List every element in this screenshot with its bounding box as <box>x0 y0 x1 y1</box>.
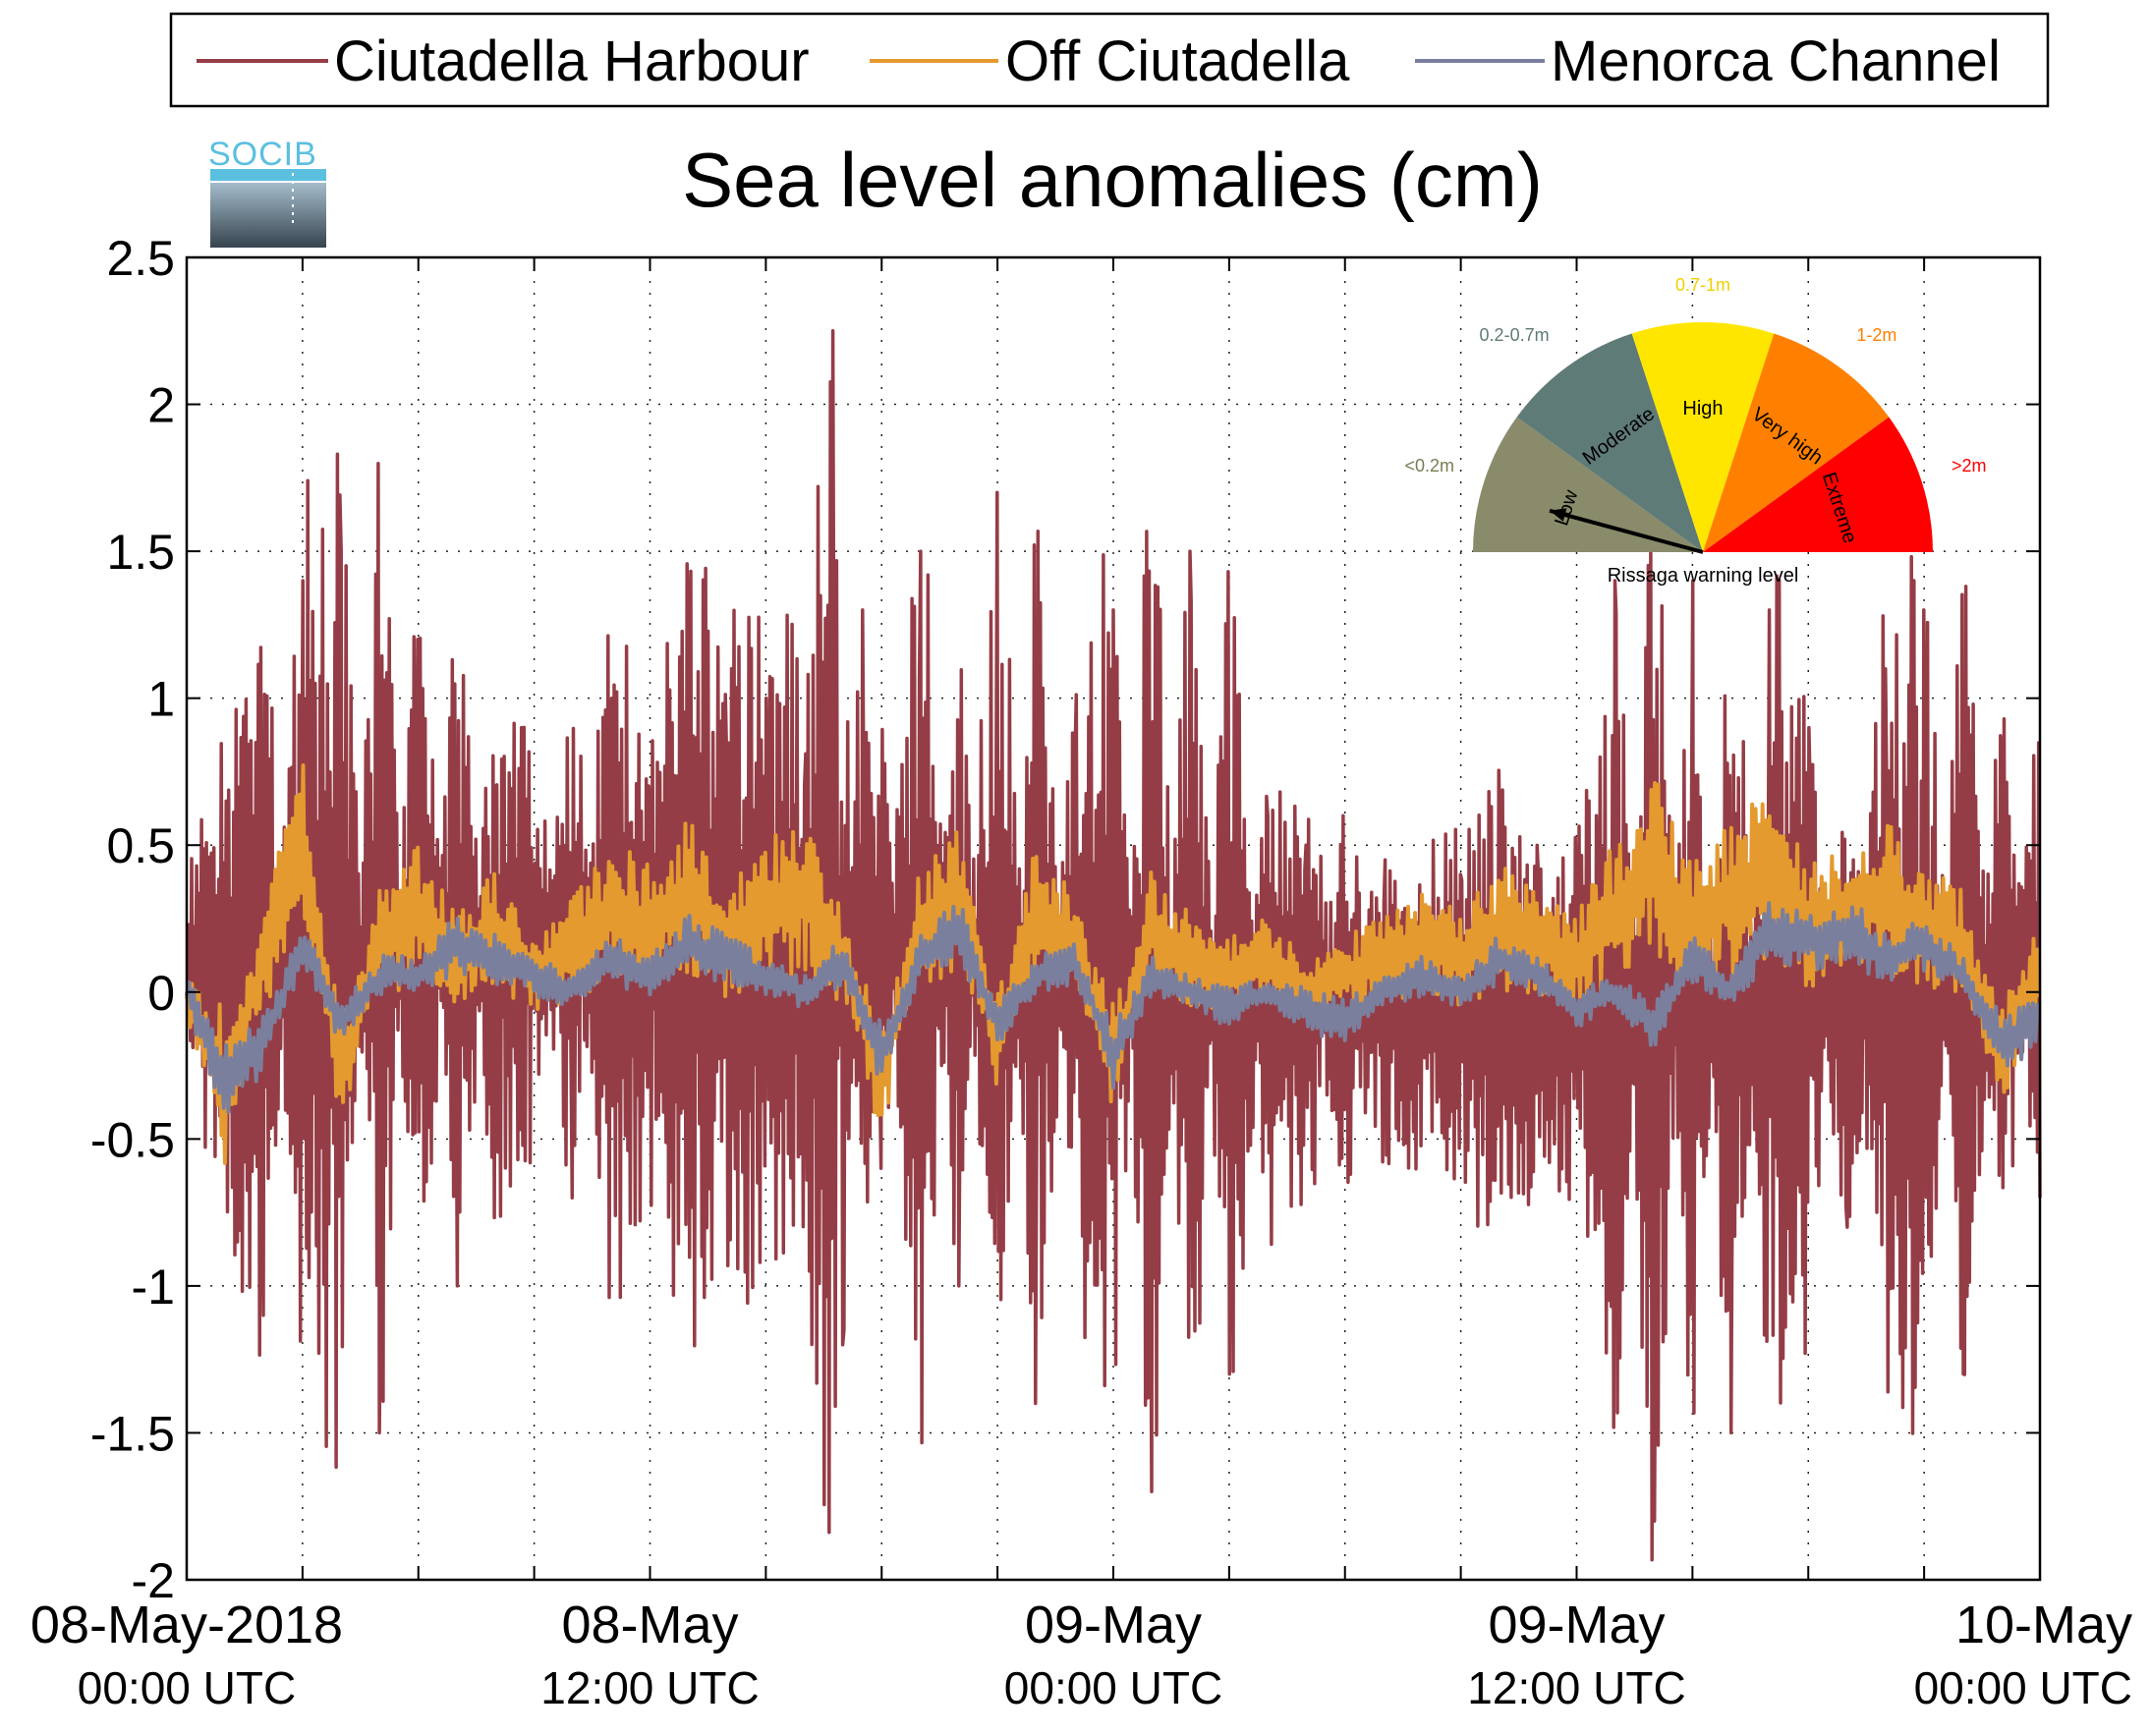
x-tick-time: 00:00 UTC <box>78 1662 296 1713</box>
y-tick-label: 2 <box>147 378 175 433</box>
y-tick-label: 0.5 <box>106 818 175 873</box>
x-tick-time: 12:00 UTC <box>1467 1662 1685 1713</box>
plot-area: 2.5 2 1.5 1 0.5 0 -0.5 -1 -1.5 -2 08-May-2018 00:0… <box>30 231 2132 1713</box>
gauge-segment-label: High <box>1682 398 1723 420</box>
x-axis: 08-May-2018 00:00 UTC 08-May 12:00 UTC 09-Ma… <box>30 257 2132 1713</box>
x-tick-date: 09-May <box>1025 1596 1202 1654</box>
legend-label-ciutadella-harbour: Ciutadella Harbour <box>334 29 810 93</box>
legend-label-menorca-channel: Menorca Channel <box>1551 29 2001 93</box>
gauge-segment-moderate <box>1516 333 1703 552</box>
socib-logo: SOCIB <box>208 136 326 248</box>
logo-text: SOCIB <box>208 136 317 173</box>
chart-title: Sea level anomalies (cm) <box>682 137 1543 223</box>
x-tick-date: 08-May-2018 <box>30 1596 343 1654</box>
y-tick-label: -0.5 <box>90 1112 175 1167</box>
y-tick-label: 2.5 <box>106 231 175 286</box>
x-tick-time: 00:00 UTC <box>1914 1662 2132 1713</box>
logo-wave <box>210 169 326 181</box>
gauge-range-label: <0.2m <box>1404 456 1454 476</box>
y-tick-label: 1.5 <box>106 525 175 580</box>
x-tick-date: 09-May <box>1488 1596 1665 1654</box>
y-axis: 2.5 2 1.5 1 0.5 0 -0.5 -1 -1.5 -2 <box>90 231 2040 1608</box>
series-line-ciutadella-harbour <box>185 329 2042 1562</box>
series-layer <box>185 329 2042 1562</box>
gauge-caption: Rissaga warning level <box>1608 565 1799 587</box>
gauge-segment-low <box>1473 417 1703 552</box>
legend-label-off-ciutadella: Off Ciutadella <box>1005 29 1350 93</box>
legend-box <box>169 12 2050 108</box>
x-tick-date: 10-May <box>1955 1596 2132 1654</box>
legend: Ciutadella Harbour Off Ciutadella Menorc… <box>169 12 2050 108</box>
gauge-pointer <box>1549 508 1704 554</box>
gauge-range-label: 1-2m <box>1856 325 1896 345</box>
gauge-range-label: >2m <box>1952 456 1987 476</box>
gauge-segment-high <box>1631 322 1775 552</box>
gauge-segment-very-high <box>1703 333 1890 552</box>
gauge-segment-extreme <box>1703 417 1933 552</box>
x-tick-time: 12:00 UTC <box>540 1662 759 1713</box>
gauge-range-label: 0.2-0.7m <box>1480 325 1550 345</box>
series-line-off-ciutadella <box>185 763 2041 1165</box>
x-tick-date: 08-May <box>561 1596 738 1654</box>
gauge-pointer-head <box>1550 508 1567 522</box>
series-line-menorca-channel <box>185 901 2040 1114</box>
gauge-range-label: 0.7-1m <box>1675 275 1730 295</box>
y-tick-label: 0 <box>147 966 175 1021</box>
logo-block <box>210 183 326 248</box>
y-tick-label: 1 <box>147 672 175 727</box>
y-tick-label: -1 <box>132 1260 175 1315</box>
x-tick-time: 00:00 UTC <box>1004 1662 1222 1713</box>
y-tick-label: -2 <box>132 1553 175 1608</box>
y-tick-label: -1.5 <box>90 1406 175 1461</box>
